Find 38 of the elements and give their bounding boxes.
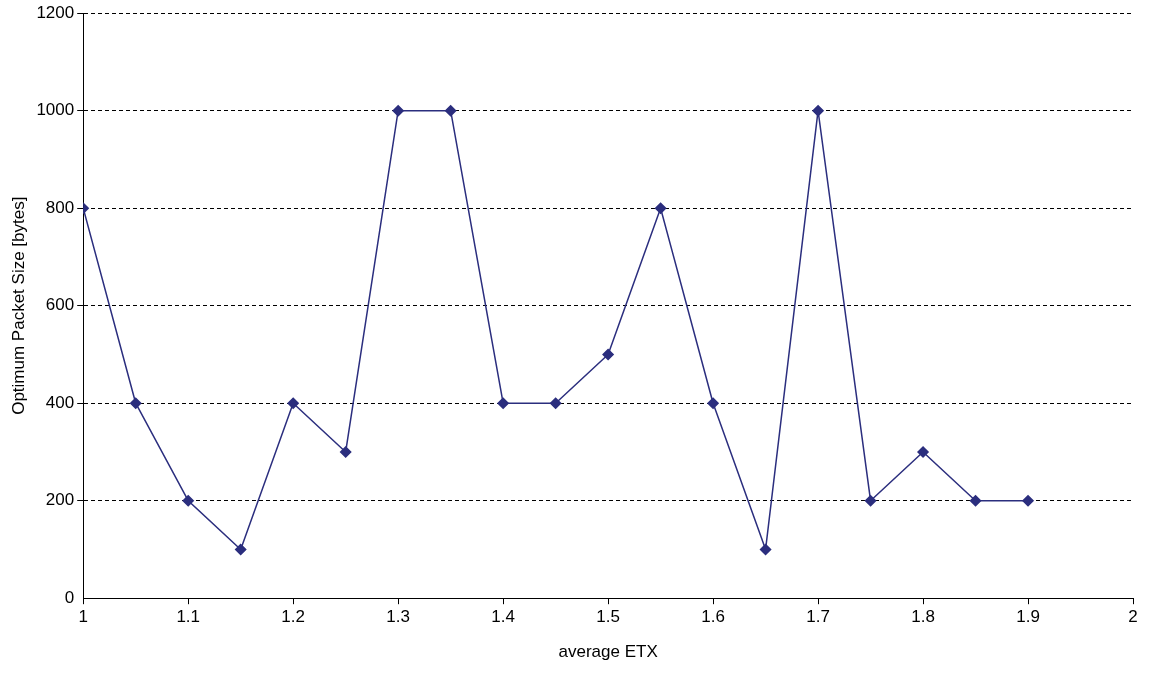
x-tick-label: 1.7 xyxy=(806,607,830,627)
point xyxy=(339,446,352,458)
y-tick-label: 800 xyxy=(45,197,75,217)
x-tick-label: 1.4 xyxy=(491,607,515,627)
y-tick-label: 200 xyxy=(45,490,75,510)
point xyxy=(759,543,772,556)
x-tick-label: 1 xyxy=(78,607,88,627)
y-tick-label: 1200 xyxy=(36,2,75,22)
y-tick-label: 0 xyxy=(64,587,75,607)
point xyxy=(392,104,404,117)
x-tick-label: 1.6 xyxy=(701,607,725,627)
x-tick-label: 1.3 xyxy=(386,607,410,627)
point xyxy=(182,494,194,507)
y-tick-label: 400 xyxy=(45,392,75,412)
point xyxy=(444,104,457,117)
x-axis-title: average ETX xyxy=(558,642,658,662)
point xyxy=(812,104,824,117)
y-tick-label: 600 xyxy=(45,295,75,315)
point xyxy=(497,397,509,409)
point xyxy=(1022,494,1034,507)
point xyxy=(129,397,142,409)
point xyxy=(234,543,247,556)
x-tick-label: 1.1 xyxy=(176,607,201,627)
y-axis-title: Optimum Packet Size [bytes] xyxy=(8,196,28,415)
point xyxy=(707,397,719,409)
y-tick-label: 1000 xyxy=(36,100,75,120)
x-tick-label: 1.2 xyxy=(281,607,305,627)
point xyxy=(602,348,614,361)
point xyxy=(969,494,982,507)
x-tick-label: 1.8 xyxy=(911,607,935,627)
x-tick-label: 2 xyxy=(1128,607,1138,627)
point xyxy=(917,446,929,458)
point xyxy=(549,397,562,409)
point xyxy=(864,494,877,507)
x-tick-label: 1.9 xyxy=(1016,607,1040,627)
x-tick-label: 1.5 xyxy=(596,607,620,627)
point xyxy=(654,202,667,214)
point xyxy=(287,397,299,409)
